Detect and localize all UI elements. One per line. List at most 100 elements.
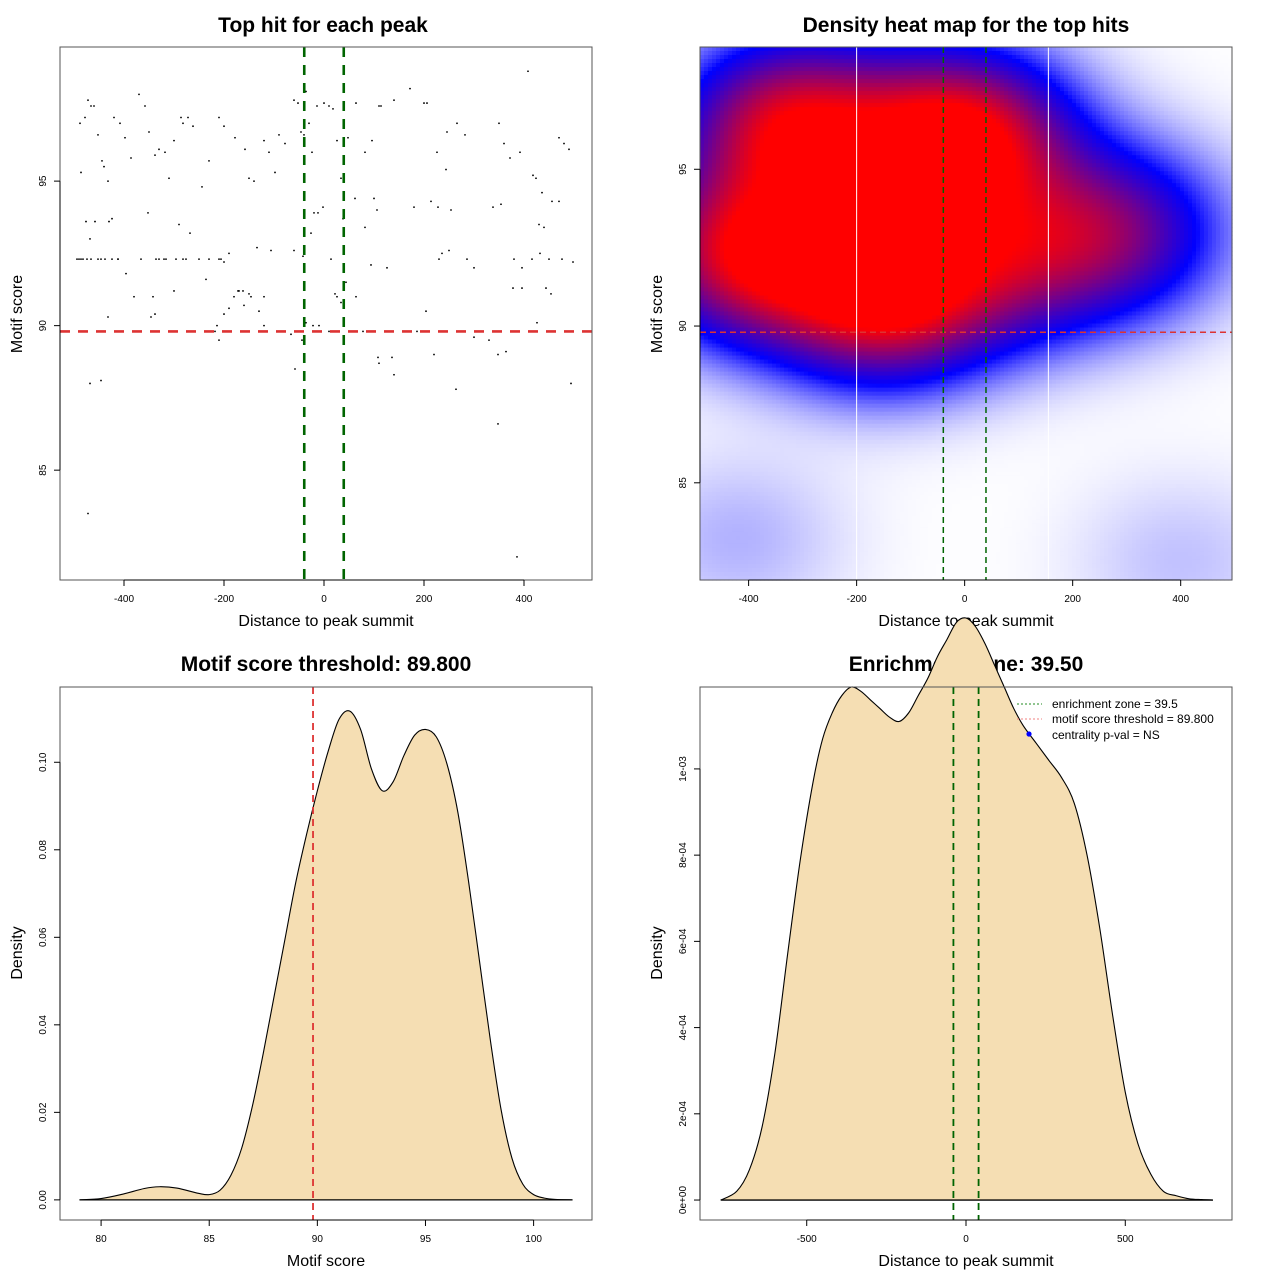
heatmap-cell — [760, 211, 765, 216]
heatmap-cell — [776, 432, 781, 437]
heatmap-cell — [736, 267, 741, 272]
heatmap-cell — [800, 508, 805, 513]
heatmap-cell — [704, 203, 709, 208]
heatmap-cell — [820, 51, 825, 56]
heatmap-cell — [740, 155, 745, 160]
scatter-point — [228, 252, 230, 254]
heatmap-cell — [812, 111, 817, 116]
heatmap-cell — [840, 155, 845, 160]
heatmap-cell — [796, 243, 801, 248]
heatmap-cell — [832, 528, 837, 533]
heatmap-cell — [700, 548, 705, 553]
heatmap-cell — [776, 295, 781, 300]
heatmap-cell — [812, 396, 817, 401]
heatmap-cell — [828, 464, 833, 469]
heatmap-cell — [724, 484, 729, 489]
scatter-point — [84, 117, 86, 119]
heatmap-cell — [780, 348, 785, 353]
heatmap-cell — [724, 127, 729, 132]
heatmap-cell — [720, 95, 725, 100]
heatmap-cell — [764, 500, 769, 505]
heatmap-cell — [708, 279, 713, 284]
heatmap-cell — [824, 388, 829, 393]
heatmap-cell — [768, 199, 773, 204]
y-axis-label: Motif score — [9, 275, 26, 353]
heatmap-cell — [840, 199, 845, 204]
heatmap-cell — [772, 179, 777, 184]
heatmap-cell — [720, 243, 725, 248]
heatmap-cell — [744, 572, 749, 577]
heatmap-cell — [808, 504, 813, 509]
heatmap-cell — [772, 87, 777, 92]
heatmap-cell — [808, 219, 813, 224]
heatmap-cell — [712, 291, 717, 296]
heatmap-cell — [724, 416, 729, 421]
heatmap-cell — [732, 211, 737, 216]
heatmap-cell — [704, 360, 709, 365]
heatmap-cell — [788, 111, 793, 116]
heatmap-cell — [704, 47, 709, 52]
scatter-point — [377, 357, 379, 359]
heatmap-cell — [800, 504, 805, 509]
heatmap-cell — [788, 496, 793, 501]
scatter-point — [355, 102, 357, 104]
scatter-point — [253, 180, 255, 182]
heatmap-cell — [828, 572, 833, 577]
heatmap-cell — [736, 83, 741, 88]
heatmap-cell — [752, 324, 757, 329]
heatmap-cell — [788, 468, 793, 473]
heatmap-cell — [836, 484, 841, 489]
scatter-point — [293, 250, 295, 252]
heatmap-cell — [756, 328, 761, 333]
heatmap-cell — [800, 464, 805, 469]
heatmap-cell — [712, 243, 717, 248]
heatmap-cell — [796, 388, 801, 393]
heatmap-cell — [804, 59, 809, 64]
heatmap-cell — [720, 147, 725, 152]
heatmap-cell — [740, 291, 745, 296]
heatmap-cell — [792, 99, 797, 104]
heatmap-cell — [724, 195, 729, 200]
heatmap-cell — [712, 432, 717, 437]
heatmap-cell — [832, 111, 837, 116]
heatmap-cell — [812, 131, 817, 136]
heatmap-cell — [752, 107, 757, 112]
heatmap-cell — [764, 151, 769, 156]
heatmap-cell — [820, 191, 825, 196]
heatmap-cell — [744, 524, 749, 529]
heatmap-cell — [744, 111, 749, 116]
heatmap-cell — [736, 99, 741, 104]
heatmap-cell — [840, 324, 845, 329]
scatter-point — [117, 258, 119, 260]
heatmap-cell — [716, 95, 721, 100]
heatmap-cell — [712, 87, 717, 92]
heatmap-cell — [748, 572, 753, 577]
heatmap-cell — [784, 456, 789, 461]
heatmap-cell — [752, 303, 757, 308]
heatmap-cell — [724, 312, 729, 317]
heatmap-cell — [816, 175, 821, 180]
heatmap-cell — [780, 464, 785, 469]
heatmap-cell — [764, 416, 769, 421]
heatmap-cell — [836, 316, 841, 321]
heatmap-cell — [748, 67, 753, 72]
heatmap-cell — [788, 195, 793, 200]
heatmap-cell — [704, 155, 709, 160]
heatmap-cell — [708, 107, 713, 112]
heatmap-cell — [840, 71, 845, 76]
heatmap-cell — [792, 568, 797, 573]
heatmap-cell — [796, 187, 801, 192]
heatmap-cell — [772, 536, 777, 541]
heatmap-cell — [732, 195, 737, 200]
heatmap-cell — [728, 428, 733, 433]
heatmap-cell — [828, 71, 833, 76]
heatmap-cell — [760, 179, 765, 184]
heatmap-cell — [740, 412, 745, 417]
heatmap-cell — [716, 420, 721, 425]
heatmap-cell — [704, 227, 709, 232]
heatmap-cell — [736, 368, 741, 373]
heatmap-cell — [780, 75, 785, 80]
heatmap-cell — [840, 287, 845, 292]
heatmap-cell — [772, 299, 777, 304]
heatmap-cell — [784, 464, 789, 469]
